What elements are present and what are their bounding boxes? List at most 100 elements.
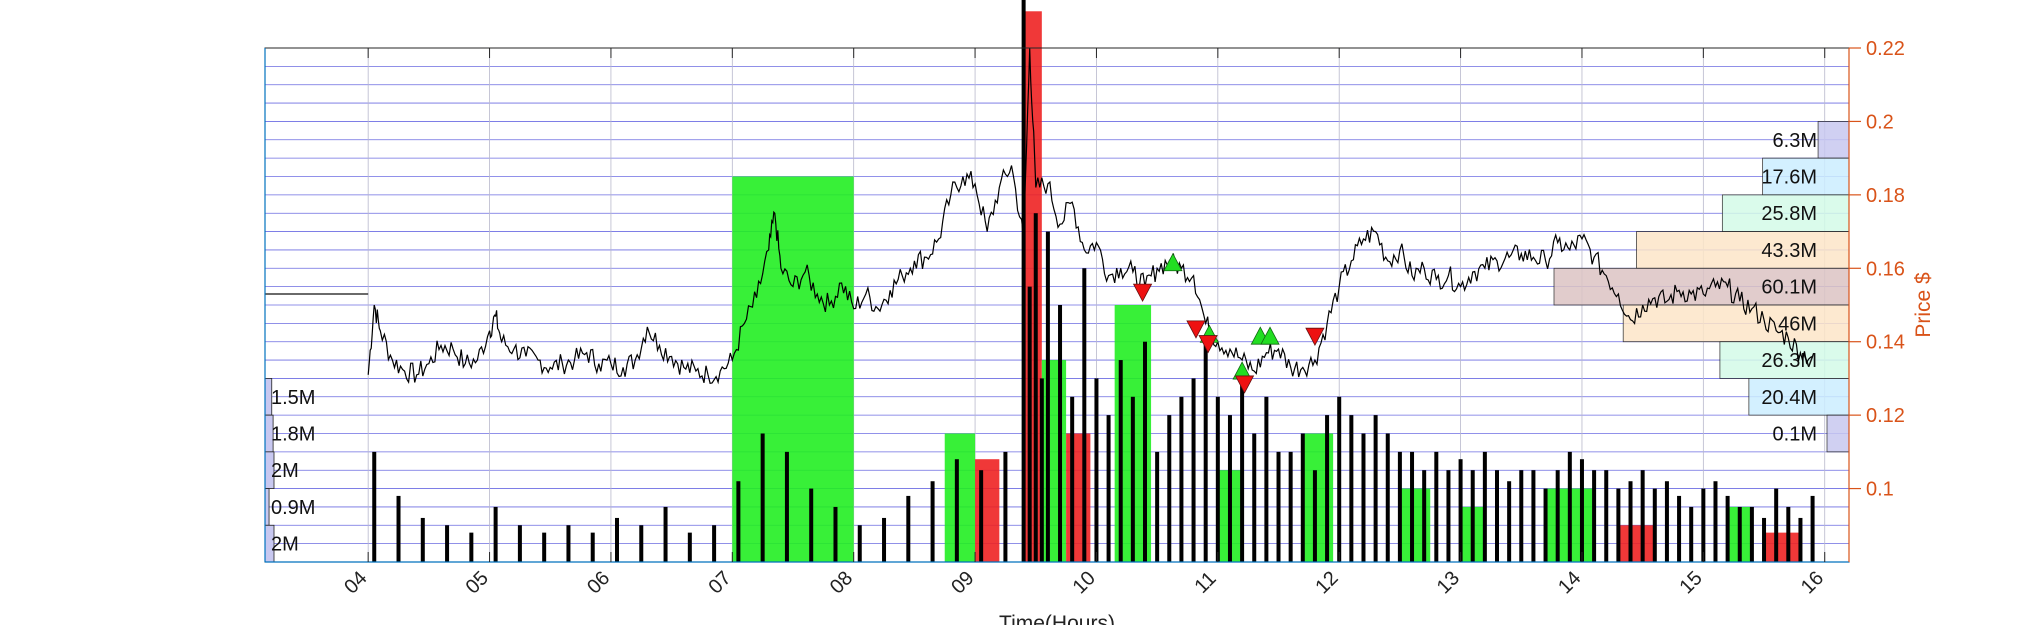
volume-bar (1155, 451, 1160, 562)
volume-bar (1446, 470, 1451, 562)
price-tick-label: 0.18 (1866, 185, 1905, 207)
volume-bar (1252, 433, 1257, 562)
volume-bar (1652, 488, 1657, 562)
volume-bar (1227, 415, 1232, 562)
volume-bar (445, 525, 450, 562)
sell-marker (1234, 375, 1255, 394)
volume-bar (1495, 470, 1499, 562)
right-profile-label: 6.3M (1773, 130, 1817, 152)
volume-bar (1058, 305, 1063, 562)
volume-bar (1798, 517, 1803, 562)
right-profile-bar (1817, 121, 1850, 159)
volume-bar (1677, 495, 1682, 562)
volume-bar (517, 525, 522, 562)
right-profile-label: 0.1M (1773, 424, 1817, 446)
volume-bar (469, 532, 474, 562)
volume-bar (1482, 451, 1487, 562)
volume-bar (1410, 451, 1415, 562)
left-profile-label: 2M (271, 460, 299, 482)
volume-bar (420, 517, 425, 562)
volume-bar (930, 481, 935, 562)
volume-bar (1592, 470, 1597, 562)
volume-bar (809, 488, 814, 562)
volume-bar (1106, 415, 1111, 562)
volume-band (975, 459, 1000, 562)
sell-marker (1186, 320, 1206, 339)
volume-bar (1179, 396, 1184, 562)
volume-bar (1689, 506, 1694, 562)
volume-bar (833, 506, 838, 562)
buy-marker (1260, 326, 1280, 345)
sell-marker (1305, 327, 1325, 347)
x-tick-label: 16 (1797, 567, 1828, 598)
volume-bar (1519, 470, 1524, 562)
price-line (367, 47, 1813, 385)
volume-bar (1543, 488, 1548, 562)
volume-bars (372, 0, 1815, 563)
price-tick-label: 0.16 (1866, 258, 1905, 280)
right-profile-bar (1719, 341, 1850, 379)
volume-bar (1640, 470, 1645, 562)
volume-bar (1349, 415, 1354, 562)
volume-bar (1312, 470, 1317, 562)
volume-band (1023, 11, 1042, 563)
price-tick-label: 0.12 (1866, 405, 1905, 427)
volume-bar (1203, 341, 1208, 562)
volume-band (1041, 360, 1067, 562)
volume-bar (1470, 470, 1475, 562)
x-axis-title: Time(Hours) (999, 612, 1115, 625)
volume-bar (1725, 495, 1730, 562)
volume-bar (687, 532, 692, 562)
volume-bar (1567, 451, 1572, 562)
volume-bar (1422, 470, 1427, 562)
price-tick-label: 0.14 (1866, 332, 1905, 354)
volume-band (732, 176, 854, 562)
volume-band (1066, 433, 1091, 562)
volume-bar (542, 532, 547, 562)
volume-bar (979, 470, 984, 562)
volume-band-fills (732, 11, 1801, 563)
price-series (367, 47, 1813, 385)
x-tick-label: 04 (340, 567, 371, 598)
volume-bar (1737, 506, 1742, 562)
volume-bar (760, 433, 765, 562)
volume-bar (1774, 488, 1779, 562)
volume-bar (1021, 0, 1026, 563)
volume-bar (1810, 495, 1815, 562)
price-tick-label: 0.22 (1866, 38, 1905, 60)
volume-bar (372, 451, 377, 562)
volume-bar (590, 532, 595, 562)
volume-bar (1039, 378, 1044, 562)
price-tick-label: 0.2 (1866, 111, 1894, 133)
volume-bar (1361, 433, 1366, 562)
x-tick-label: 12 (1311, 567, 1342, 598)
volume-bar (396, 495, 401, 562)
volume-bar (1325, 415, 1330, 562)
x-tick-label: 11 (1190, 568, 1220, 598)
volume-bar (1531, 470, 1536, 562)
x-tick-label: 05 (462, 567, 493, 598)
volume-bar (1628, 481, 1633, 562)
volume-bar (954, 459, 959, 562)
sell-marker (1198, 335, 1218, 354)
right-profile-label: 25.8M (1761, 203, 1817, 225)
sell-marker (1132, 283, 1153, 303)
volume-bar (1240, 378, 1245, 562)
price-tick-label: 0.1 (1866, 479, 1894, 501)
volume-bar (712, 525, 717, 562)
x-tick-label: 08 (826, 567, 857, 598)
volume-bar (1786, 506, 1791, 562)
volume-profile-right: 6.3M 17.6M 25.8M 43.3M 60.1M 46M 26.3M 20.4M 0.1… (1553, 121, 1850, 453)
volume-bar (1507, 481, 1512, 562)
volume-bar (1033, 213, 1038, 562)
volume-bar (1118, 360, 1123, 562)
volume-bar (1003, 451, 1008, 562)
volume-bar (566, 525, 571, 562)
volume-bar (1276, 451, 1281, 562)
volume-bar (1045, 231, 1050, 563)
volume-bar (1191, 378, 1196, 562)
volume-bar (1070, 396, 1075, 562)
volume-bar (736, 481, 741, 562)
volume-bar (1664, 481, 1669, 562)
x-tick-label: 07 (704, 567, 735, 598)
